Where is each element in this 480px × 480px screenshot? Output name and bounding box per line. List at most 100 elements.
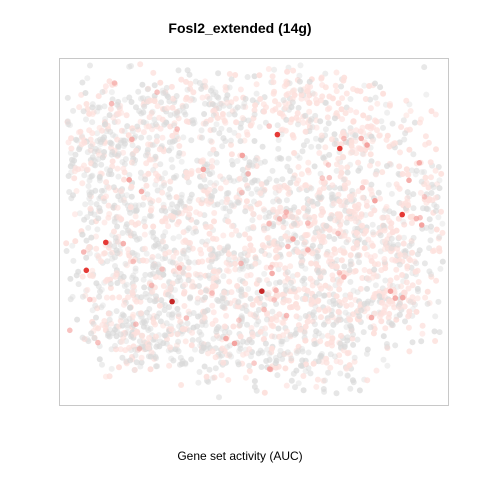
cell-point <box>419 322 426 329</box>
cell-point <box>86 127 93 134</box>
cell-point <box>353 240 360 246</box>
cell-point <box>242 176 249 183</box>
cell-point <box>409 339 416 346</box>
cell-point <box>249 179 256 186</box>
cell-point <box>208 196 214 202</box>
high-activity-point <box>231 340 238 347</box>
cell-point <box>174 331 181 338</box>
cell-point <box>279 319 286 326</box>
cell-point <box>351 354 358 361</box>
cell-point <box>352 218 359 225</box>
cell-point <box>171 122 178 129</box>
cell-point <box>285 155 292 162</box>
cell-point <box>242 208 249 215</box>
cell-point <box>219 295 226 302</box>
cell-point <box>390 229 397 235</box>
cell-point <box>160 283 167 289</box>
cell-point <box>401 221 408 228</box>
cell-point <box>290 67 297 74</box>
cell-point <box>252 102 259 109</box>
cell-point <box>89 307 96 314</box>
cell-point <box>235 199 242 206</box>
cell-point <box>138 134 145 141</box>
cell-point <box>111 228 117 235</box>
cell-point <box>399 294 406 301</box>
cell-point <box>71 175 78 182</box>
cell-point <box>388 245 395 252</box>
cell-point <box>299 348 306 355</box>
cell-point <box>262 214 269 221</box>
cell-point <box>233 194 240 201</box>
cell-point <box>160 233 167 240</box>
cell-point <box>143 250 150 257</box>
cell-point <box>177 256 184 262</box>
cell-point <box>315 306 322 313</box>
cell-point <box>186 225 192 232</box>
cell-point <box>321 388 328 395</box>
cell-point <box>223 199 230 206</box>
cell-point <box>254 289 261 296</box>
cell-point <box>237 265 244 272</box>
cell-point <box>88 219 95 226</box>
cell-point <box>183 254 190 261</box>
cell-point <box>377 84 384 91</box>
cell-point <box>280 299 287 306</box>
cell-point <box>399 272 406 278</box>
cell-point <box>235 298 242 305</box>
cell-point <box>325 318 332 325</box>
cell-point <box>144 146 151 153</box>
cell-point <box>224 300 230 306</box>
cell-point <box>148 213 155 220</box>
cell-point <box>397 252 404 258</box>
cell-point <box>258 364 265 370</box>
cell-point <box>290 370 297 377</box>
cell-point <box>127 357 134 364</box>
cell-point <box>87 174 94 181</box>
cell-point <box>124 123 131 130</box>
cell-point <box>275 183 282 190</box>
cell-point <box>341 176 348 183</box>
cell-point <box>421 260 428 267</box>
cell-point <box>264 235 271 242</box>
cell-point <box>142 152 149 159</box>
cell-point <box>181 288 188 295</box>
cell-point <box>193 219 200 226</box>
cell-point <box>407 298 414 305</box>
cell-point <box>314 376 321 383</box>
cell-point <box>223 179 229 186</box>
cell-point <box>282 213 288 220</box>
cell-point <box>405 324 412 331</box>
cell-point <box>153 293 159 300</box>
cell-point <box>121 96 128 103</box>
cell-point <box>348 301 355 308</box>
cell-point <box>347 316 354 323</box>
cell-point <box>162 229 169 236</box>
cell-point <box>254 177 261 184</box>
cell-point <box>338 299 345 306</box>
cell-point <box>111 218 118 225</box>
cell-point <box>148 282 155 289</box>
cell-point <box>338 106 345 113</box>
cell-point <box>226 261 232 268</box>
cell-point <box>221 117 228 124</box>
cell-point <box>268 322 275 329</box>
cell-point <box>273 287 279 294</box>
cell-point <box>344 372 351 379</box>
cell-point <box>333 390 340 397</box>
cell-point <box>314 225 321 232</box>
cell-point <box>231 254 238 261</box>
cell-point <box>275 137 282 143</box>
cell-point <box>210 126 217 133</box>
cell-point <box>357 128 364 135</box>
cell-point <box>401 252 408 259</box>
cell-point <box>147 353 154 360</box>
cell-point <box>105 310 112 317</box>
cell-point <box>118 127 125 134</box>
cell-point <box>173 112 180 119</box>
cell-point <box>180 229 187 236</box>
cell-point <box>419 330 426 337</box>
cell-point <box>183 169 190 176</box>
cell-point <box>198 85 205 92</box>
cell-point <box>251 378 258 385</box>
high-activity-point <box>103 239 109 246</box>
